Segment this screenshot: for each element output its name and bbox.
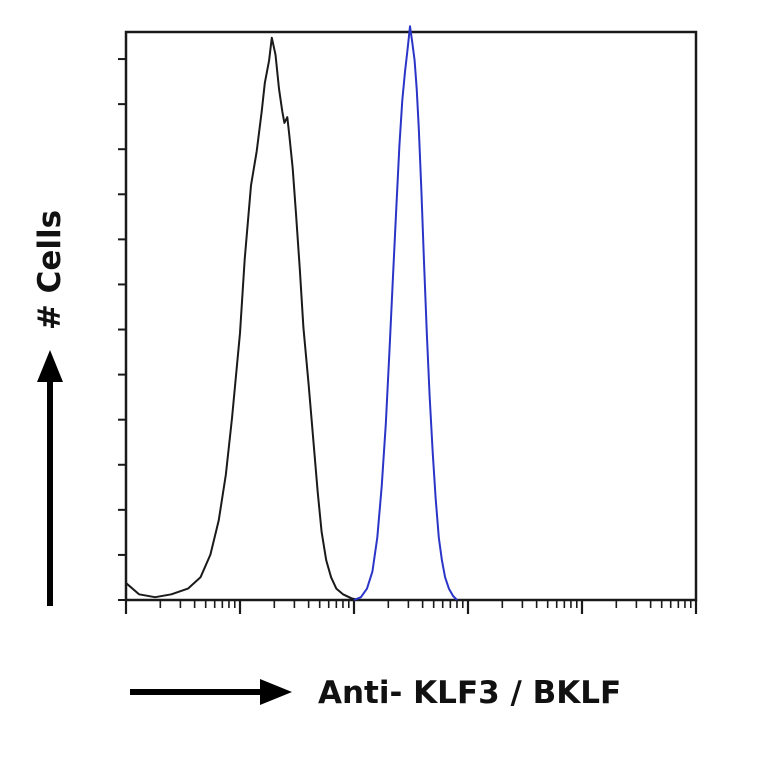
x-axis-ticks: [124, 600, 698, 614]
x-axis-label: Anti- KLF3 / BKLF: [318, 675, 622, 711]
y-axis-ticks: [118, 58, 126, 601]
series-line-1: [125, 36, 359, 601]
y-axis-arrow: [37, 350, 63, 606]
series-line-2: [353, 25, 458, 601]
series-layer: [125, 25, 458, 601]
y-axis-label: # Cells: [32, 209, 68, 331]
x-axis-arrow: [130, 679, 292, 705]
x-axis-label-row: Anti- KLF3 / BKLF: [128, 668, 621, 718]
plot-frame: [124, 30, 698, 602]
